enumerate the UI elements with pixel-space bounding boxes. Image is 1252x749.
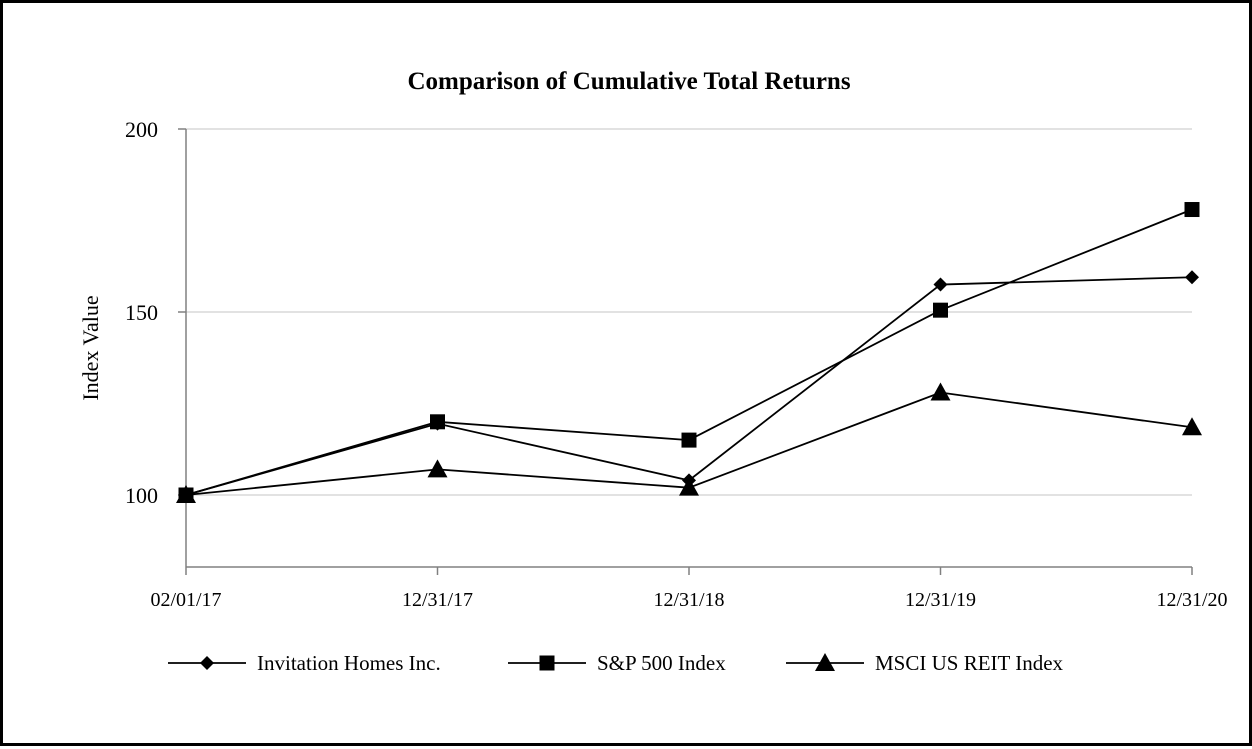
y-tick-label: 150 bbox=[125, 300, 158, 325]
series-group bbox=[176, 202, 1202, 503]
series-line bbox=[185, 276, 1193, 496]
legend-label: Invitation Homes Inc. bbox=[257, 651, 441, 675]
x-tick-label: 12/31/19 bbox=[905, 589, 976, 611]
data-point-triangle bbox=[1182, 417, 1202, 436]
x-tick-label: 12/31/20 bbox=[1156, 589, 1227, 611]
legend-item: S&P 500 Index bbox=[508, 651, 726, 675]
data-point-square bbox=[681, 432, 697, 448]
series-1 bbox=[179, 270, 1199, 502]
data-point-triangle bbox=[176, 485, 196, 503]
data-point-square bbox=[430, 414, 445, 430]
legend: Invitation Homes Inc. S&P 500 Index MSCI U… bbox=[168, 651, 1064, 675]
data-point-diamond bbox=[1185, 270, 1199, 285]
data-point-diamond bbox=[933, 277, 948, 292]
data-point-square bbox=[1184, 202, 1200, 218]
chart-title: Comparison of Cumulative Total Returns bbox=[407, 68, 850, 95]
axes: 100 150 200 02/01/17 12/31/17 12/31/18 12/31/1… bbox=[125, 117, 1228, 611]
x-tick-label: 12/31/18 bbox=[653, 589, 724, 611]
data-point-square bbox=[933, 302, 948, 318]
legend-item: Invitation Homes Inc. bbox=[168, 651, 441, 675]
legend-marker-triangle bbox=[815, 653, 835, 671]
legend-item: MSCI US REIT Index bbox=[786, 651, 1064, 675]
y-axis-label: Index Value bbox=[78, 295, 103, 400]
data-point-triangle bbox=[427, 459, 448, 478]
series-2 bbox=[178, 202, 1200, 503]
x-tick-label: 12/31/17 bbox=[402, 589, 473, 611]
data-point-triangle bbox=[679, 477, 699, 496]
x-tick-label: 02/01/17 bbox=[150, 589, 221, 611]
legend-label: S&P 500 Index bbox=[597, 651, 726, 675]
legend-label: MSCI US REIT Index bbox=[875, 651, 1064, 675]
line-chart: Comparison of Cumulative Total Returns I… bbox=[78, 68, 1228, 675]
legend-marker-diamond bbox=[200, 656, 214, 670]
y-tick-label: 200 bbox=[125, 117, 158, 142]
y-tick-label: 100 bbox=[125, 483, 158, 508]
legend-marker-square bbox=[539, 655, 555, 671]
data-point-triangle bbox=[930, 382, 951, 401]
series-3 bbox=[176, 382, 1202, 503]
